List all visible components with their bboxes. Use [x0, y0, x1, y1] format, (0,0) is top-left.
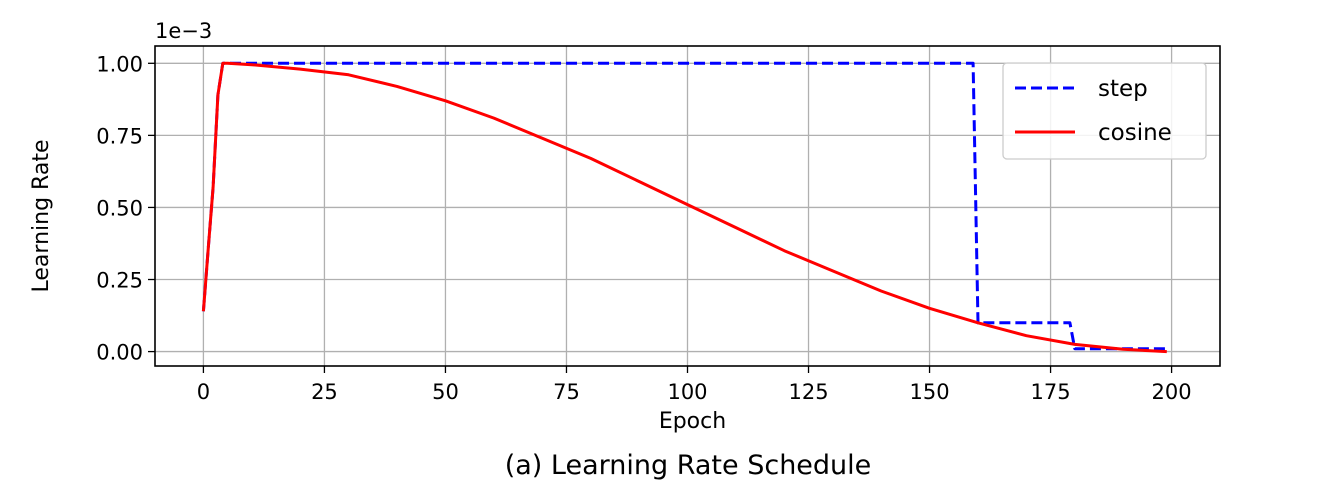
legend-label-step: step: [1098, 76, 1148, 102]
x-tick-label: 150: [909, 380, 949, 404]
y-axis-label: Learning Rate: [29, 140, 54, 293]
x-tick-label: 75: [553, 380, 580, 404]
series-lines: [201, 61, 1167, 354]
x-tick-label: 50: [432, 380, 459, 404]
x-tick-label: 175: [1031, 380, 1071, 404]
x-tick-label: 125: [788, 380, 828, 404]
y-tick-label: 0.00: [96, 341, 143, 365]
x-tick-label: 25: [311, 380, 338, 404]
x-axis-label: Epoch: [659, 409, 726, 434]
legend-label-cosine: cosine: [1098, 120, 1172, 146]
x-tick-label: 100: [667, 380, 707, 404]
y-tick-label: 0.75: [96, 124, 143, 148]
y-tick-label: 0.25: [96, 269, 143, 293]
legend: step cosine: [1002, 62, 1207, 160]
chart-caption: (a) Learning Rate Schedule: [505, 450, 872, 481]
x-tick-label: 0: [197, 380, 210, 404]
series-line-cosine: [201, 61, 1167, 354]
y-scale-label: 1e−3: [155, 19, 212, 43]
ticks: 0 25 50 75 100 125 150 175 200 0.00 0.25 0.50 0.75 1.…: [96, 52, 1191, 404]
y-tick-label: 1.00: [96, 52, 143, 76]
x-tick-label: 200: [1152, 380, 1192, 404]
y-tick-label: 0.50: [96, 196, 143, 220]
